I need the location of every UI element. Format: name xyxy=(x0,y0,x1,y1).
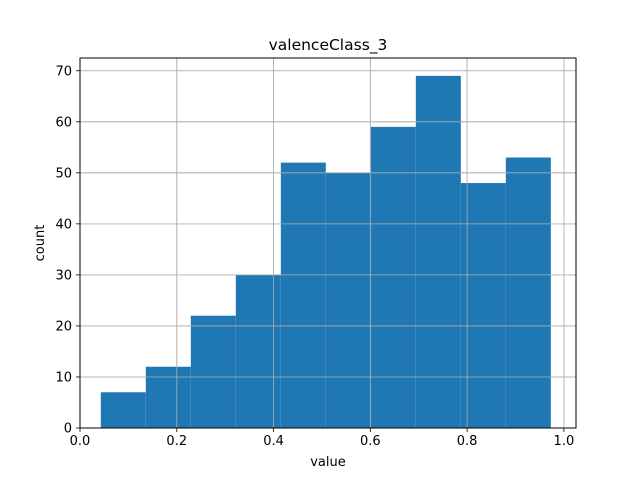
histogram-bar xyxy=(280,162,326,428)
y-axis-label: count xyxy=(33,225,48,262)
histogram-bar xyxy=(460,183,506,428)
x-axis-label: value xyxy=(310,455,346,470)
x-tick-label: 1.0 xyxy=(554,434,575,449)
y-tick-label: 10 xyxy=(55,370,72,385)
histogram-bar xyxy=(325,172,371,428)
histogram-bar xyxy=(145,366,191,428)
y-tick-label: 20 xyxy=(55,319,72,334)
y-tick-label: 50 xyxy=(55,166,72,181)
x-tick-label: 0.8 xyxy=(457,434,478,449)
histogram-bar xyxy=(100,392,146,428)
histogram-bar xyxy=(235,274,281,428)
x-tick-label: 0.4 xyxy=(263,434,284,449)
y-tick-label: 70 xyxy=(55,64,72,79)
y-tick-label: 40 xyxy=(55,217,72,232)
bars-layer xyxy=(79,58,576,429)
ticks-layer: 0.0 0.2 0.4 0.6 0.8 1.0 0 10 20 30 40 50 60 70 xyxy=(55,64,574,449)
x-tick-label: 0.2 xyxy=(166,434,187,449)
x-tick-label: 0.6 xyxy=(360,434,381,449)
histogram-bar xyxy=(415,75,461,429)
histogram-bar xyxy=(370,126,416,429)
x-tick-label: 0.0 xyxy=(70,434,91,449)
y-tick-label: 0 xyxy=(64,422,72,437)
y-tick-label: 30 xyxy=(55,268,72,283)
histogram-bar xyxy=(190,315,236,428)
chart-title: valenceClass_3 xyxy=(269,36,388,55)
axes-frame xyxy=(79,57,577,429)
histogram-bar xyxy=(505,157,551,428)
y-tick-label: 60 xyxy=(55,115,72,130)
